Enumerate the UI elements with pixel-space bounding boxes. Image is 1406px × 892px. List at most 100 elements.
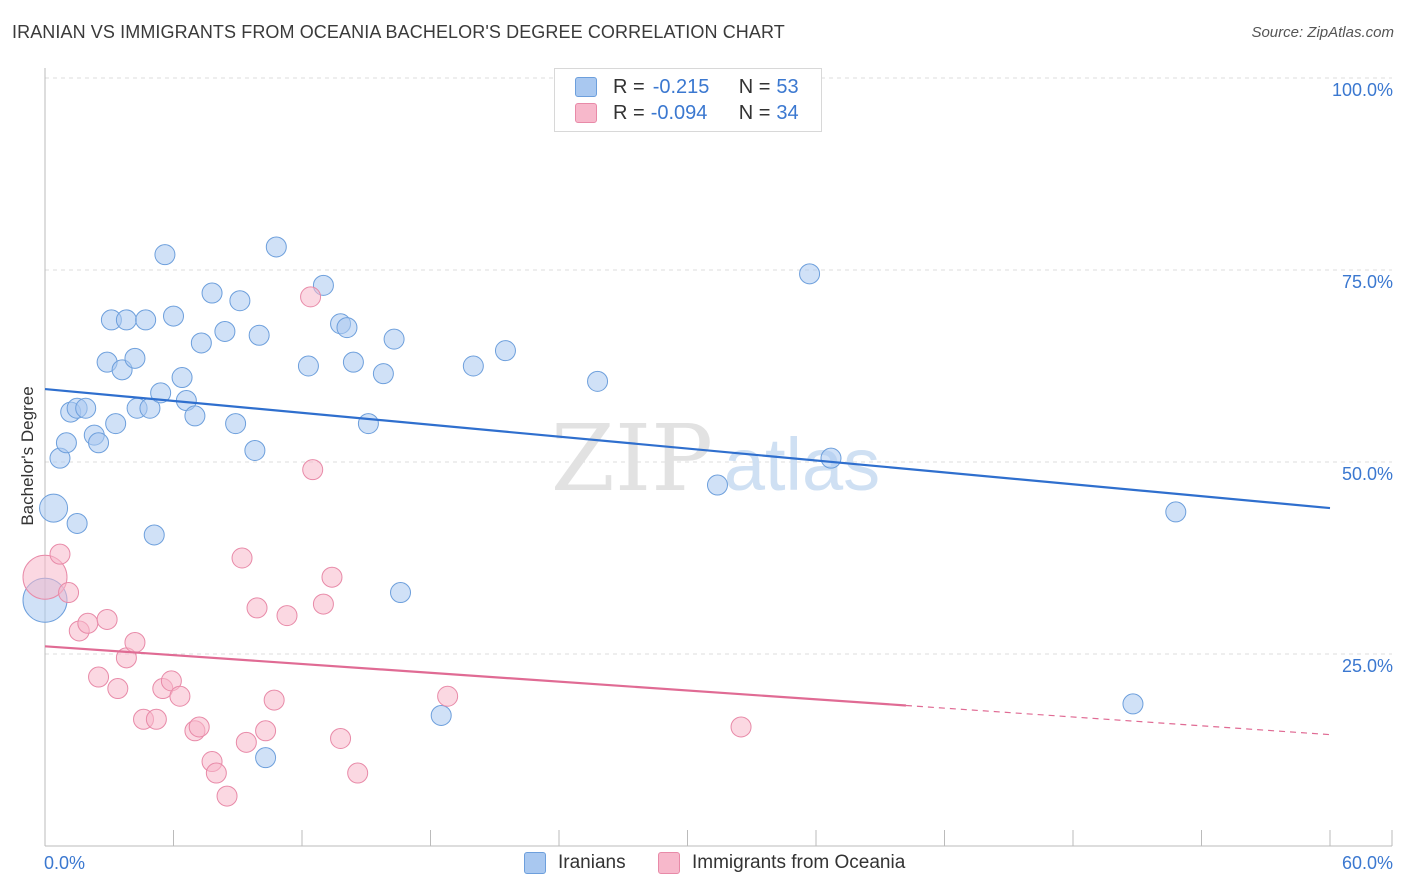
r-label: R = (613, 101, 645, 124)
legend-swatch-iranians (524, 852, 546, 874)
point-oceania (22, 554, 68, 600)
stats-legend-row-iranians: R = -0.215 N = 53 (575, 75, 799, 99)
gridlines (45, 77, 1392, 655)
point-oceania (88, 666, 110, 688)
point-oceania (330, 727, 352, 749)
series-legend: Iranians Immigrants from Oceania (0, 850, 1406, 878)
point-iranians (229, 290, 251, 312)
n-value: 53 (776, 75, 799, 98)
legend-item-iranians[interactable]: Iranians (524, 852, 626, 874)
legend-swatch-iranians (575, 77, 597, 97)
point-oceania (263, 689, 285, 711)
point-oceania (246, 597, 268, 619)
point-oceania (235, 731, 257, 753)
point-iranians (163, 305, 184, 327)
point-oceania (77, 612, 99, 634)
y-axis-label: Bachelor's Degree (18, 386, 37, 526)
n-value: 34 (776, 101, 799, 124)
point-oceania (58, 582, 80, 604)
legend-swatch-oceania (658, 852, 680, 874)
point-iranians (115, 309, 137, 331)
trend-line-oceania-dashed (905, 704, 1331, 736)
point-iranians (587, 370, 609, 392)
point-oceania (188, 716, 210, 738)
point-iranians (706, 474, 728, 496)
point-iranians (255, 747, 277, 769)
point-iranians (190, 332, 212, 354)
point-iranians (820, 447, 842, 469)
point-iranians (1122, 693, 1144, 715)
watermark-zip: ZIP (551, 405, 713, 512)
trend-line-iranians (44, 387, 1331, 510)
point-iranians (105, 413, 127, 435)
point-oceania (300, 286, 322, 308)
point-iranians (297, 355, 319, 377)
point-oceania (302, 459, 324, 481)
point-iranians (39, 493, 69, 523)
point-oceania (145, 708, 167, 730)
legend-label-oceania: Immigrants from Oceania (692, 852, 906, 873)
x-tick-label-min: 0.0% (44, 853, 85, 873)
point-oceania (231, 547, 253, 569)
point-iranians (336, 317, 358, 339)
point-iranians (171, 367, 193, 389)
r-value: -0.094 (650, 101, 708, 124)
y-tick-label: 100.0% (1332, 80, 1393, 100)
point-iranians (342, 351, 364, 373)
point-oceania (169, 685, 191, 707)
point-iranians (1165, 501, 1187, 523)
tick-labels: 25.0% 50.0% 75.0% 100.0% 0.0% 60.0% (44, 80, 1393, 873)
point-oceania (255, 720, 277, 742)
point-oceania (730, 716, 752, 738)
point-iranians (88, 432, 110, 454)
x-tick-label-max: 60.0% (1342, 853, 1393, 873)
point-iranians (66, 512, 88, 534)
point-oceania (216, 785, 238, 807)
point-oceania (205, 762, 227, 784)
point-iranians (214, 320, 236, 342)
point-iranians (248, 324, 270, 346)
point-iranians (55, 432, 77, 454)
trend-line-oceania (44, 645, 907, 707)
point-iranians (225, 413, 247, 435)
y-tick-label: 75.0% (1342, 272, 1393, 292)
axes (44, 68, 1393, 847)
stats-legend-row-oceania: R = -0.094 N = 34 (575, 101, 799, 125)
point-iranians (154, 244, 176, 266)
point-iranians (357, 413, 379, 435)
point-iranians (462, 355, 484, 377)
point-iranians (201, 282, 223, 304)
point-iranians (143, 524, 165, 546)
point-iranians (150, 382, 172, 404)
point-iranians (265, 236, 287, 258)
point-oceania (437, 685, 459, 707)
point-iranians (383, 328, 405, 350)
point-iranians (75, 397, 97, 419)
point-oceania (312, 593, 334, 615)
point-iranians (430, 704, 452, 726)
point-oceania (124, 631, 146, 653)
point-iranians (244, 439, 266, 461)
n-label: N = (738, 101, 771, 124)
r-label: R = (613, 75, 645, 98)
stats-legend: R = -0.215 N = 53 R = -0.094 N = 34 (554, 68, 822, 132)
point-iranians (184, 405, 206, 427)
r-value: -0.215 (652, 75, 710, 98)
point-iranians (390, 582, 412, 604)
point-iranians (372, 363, 394, 385)
legend-swatch-oceania (575, 103, 597, 123)
trend-lines (44, 387, 1331, 736)
y-tick-label: 50.0% (1342, 464, 1393, 484)
point-iranians (135, 309, 157, 331)
point-oceania (107, 678, 129, 700)
y-tick-label: 25.0% (1342, 656, 1393, 676)
point-iranians (494, 340, 516, 362)
point-oceania (276, 605, 298, 627)
point-oceania (347, 762, 369, 784)
point-oceania (96, 608, 118, 630)
point-oceania (321, 566, 343, 588)
legend-item-oceania[interactable]: Immigrants from Oceania (658, 852, 905, 874)
point-oceania (49, 543, 71, 565)
legend-label-iranians: Iranians (558, 852, 626, 873)
